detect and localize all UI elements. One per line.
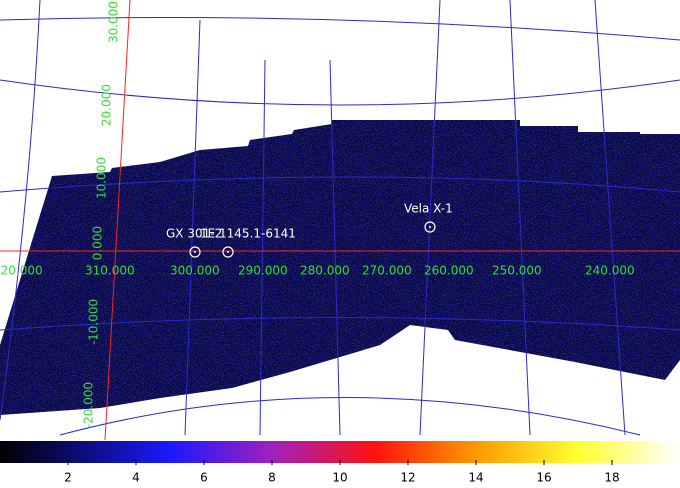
latitude-label: 10.000 [95,157,109,199]
source-dot [194,251,196,253]
colorbar-tick-label: 4 [132,471,140,485]
colorbar-tick-label: 10 [332,471,347,485]
longitude-label: 320.000 [0,264,43,278]
source-label: GX 301-2 [166,227,222,241]
colorbar-tick-label: 16 [536,471,551,485]
colorbar-tick-label: 2 [64,471,72,485]
longitude-label: 250.000 [492,264,542,278]
latitude-label: -10.000 [87,299,101,345]
latitude-label: 30.000 [107,1,121,43]
source-marker [189,246,201,258]
colorbar-tick-label: 8 [268,471,276,485]
longitude-label: 270.000 [362,264,412,278]
source-marker [222,246,234,258]
longitude-label: 280.000 [300,264,350,278]
longitude-label: 310.000 [85,264,135,278]
source-marker [424,221,436,233]
survey-region [0,120,680,415]
source-label: Vela X-1 [404,202,453,216]
longitude-label: 260.000 [424,264,474,278]
longitude-label: 240.000 [585,264,635,278]
source-dot [227,251,229,253]
source-label: 1E 1145.1-6141 [200,227,296,241]
latitude-label: 20.000 [100,84,114,126]
source-dot [429,226,431,228]
longitude-label: 300.000 [170,264,220,278]
longitude-label: 290.000 [238,264,288,278]
colorbar-tick-label: 12 [400,471,415,485]
colorbar [0,441,680,463]
colorbar-tick-label: 6 [200,471,208,485]
latitude-label: 0.000 [91,226,105,260]
latitude-label: -20.000 [82,382,96,428]
colorbar-tick-label: 14 [468,471,483,485]
coordinate-grid [0,0,680,441]
meridian-line [104,0,131,441]
colorbar-tick-label: 18 [604,471,619,485]
